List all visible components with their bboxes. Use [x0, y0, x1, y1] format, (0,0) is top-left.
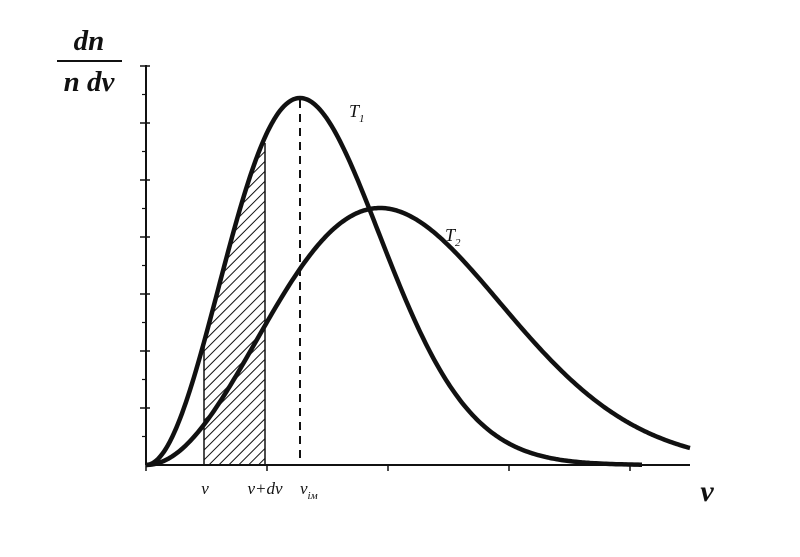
x-axis-label: v — [700, 475, 714, 508]
x-mark-v: v — [201, 479, 209, 498]
series-label-t2: T2 — [445, 225, 461, 249]
curve-t1 — [145, 95, 643, 468]
curve-t2 — [145, 205, 691, 468]
x-mark-most-probable-speed: vім — [300, 479, 318, 502]
x-mark-v-plus-dv: v+dv — [247, 479, 283, 498]
series-label-t1: T1 — [349, 101, 365, 125]
y-axis-label-denominator: n dv — [64, 66, 116, 98]
y-axis-ticks — [140, 65, 150, 438]
y-axis-label-numerator: dn — [74, 25, 105, 57]
